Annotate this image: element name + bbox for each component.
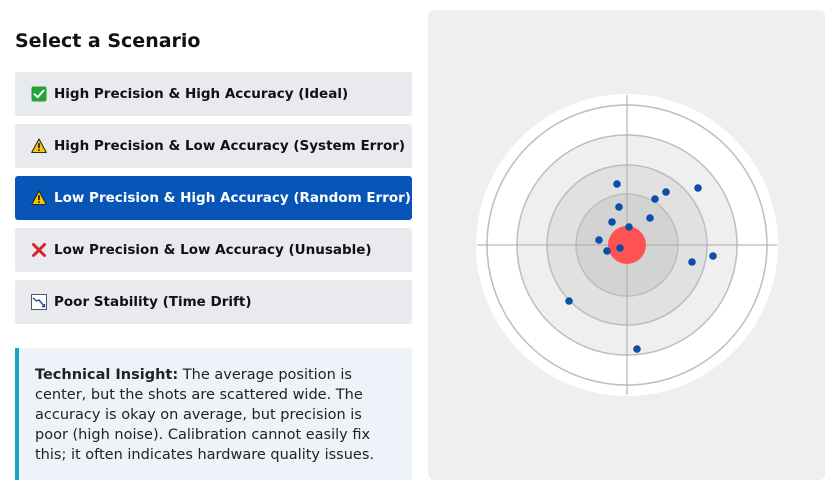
scenario-option-random-error[interactable]: Low Precision & High Accuracy (Random Er… (15, 176, 412, 220)
page-title: Select a Scenario (15, 30, 201, 52)
warning-icon (31, 138, 47, 154)
shot-point (616, 244, 624, 252)
check-box-icon (31, 86, 47, 102)
scenario-option-label: Low Precision & High Accuracy (Random Er… (54, 190, 411, 206)
scenario-option-label: High Precision & Low Accuracy (System Er… (54, 138, 406, 154)
scenario-option-system-error[interactable]: High Precision & Low Accuracy (System Er… (15, 124, 412, 168)
shot-point (662, 188, 670, 196)
insight-label: Technical Insight: (35, 367, 179, 383)
shot-point (646, 214, 654, 222)
scenario-option-unusable[interactable]: Low Precision & Low Accuracy (Unusable) (15, 228, 412, 272)
warning-icon (31, 190, 47, 206)
target-chart (476, 94, 778, 396)
technical-insight-box: Technical Insight: The average position … (15, 348, 412, 480)
target-panel (428, 10, 825, 480)
scenario-options: High Precision & High Accuracy (Ideal) H… (15, 72, 412, 332)
shot-point (688, 258, 696, 266)
bullseye (608, 226, 646, 264)
shot-point (613, 180, 621, 188)
scenario-option-label: High Precision & High Accuracy (Ideal) (54, 86, 349, 102)
trend-chart-icon (31, 294, 47, 310)
shot-point (603, 247, 611, 255)
shot-point (694, 184, 702, 192)
scenario-option-label: Low Precision & Low Accuracy (Unusable) (54, 242, 372, 258)
shot-point (633, 345, 641, 353)
shot-point (709, 252, 717, 260)
shot-point (565, 297, 573, 305)
shot-point (651, 195, 659, 203)
shot-point (595, 236, 603, 244)
cross-icon (31, 242, 47, 258)
scenario-option-label: Poor Stability (Time Drift) (54, 294, 252, 310)
shots-group (565, 180, 717, 353)
shot-point (608, 218, 616, 226)
shot-point (615, 203, 623, 211)
insight-text: The average position is center, but the … (35, 367, 375, 463)
scenario-option-ideal[interactable]: High Precision & High Accuracy (Ideal) (15, 72, 412, 116)
scenario-option-time-drift[interactable]: Poor Stability (Time Drift) (15, 280, 412, 324)
shot-point (625, 223, 633, 231)
